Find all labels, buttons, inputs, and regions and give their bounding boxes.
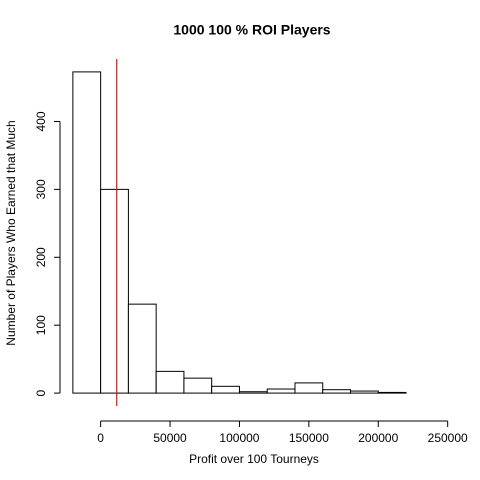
histogram-bar	[322, 389, 352, 394]
histogram-bar	[294, 382, 324, 394]
x-axis-label: Profit over 100 Tourneys	[189, 452, 319, 466]
y-axis-label: Number of Players Who Earned that Much	[4, 120, 18, 345]
x-tick-label: 250000	[428, 431, 468, 445]
y-tick-label: 0	[34, 389, 48, 396]
x-tick-label: 50000	[153, 431, 187, 445]
histogram-bar	[238, 391, 268, 394]
x-tick-label: 100000	[219, 431, 259, 445]
x-tick-label: 200000	[358, 431, 398, 445]
y-tick-label: 200	[34, 247, 48, 267]
histogram-bar	[72, 71, 102, 394]
histogram-bar	[183, 377, 213, 394]
x-tick-label: 0	[97, 431, 104, 445]
x-tick-label: 150000	[289, 431, 329, 445]
histogram-bar	[127, 303, 157, 394]
y-tick-label: 300	[34, 179, 48, 199]
histogram-bar	[266, 388, 296, 394]
chart-title: 1000 100 % ROI Players	[173, 22, 330, 38]
histogram-bar	[211, 385, 240, 394]
y-tick-label: 400	[34, 111, 48, 131]
histogram-bar	[100, 188, 129, 394]
histogram-bar	[350, 390, 379, 394]
y-tick-label: 100	[34, 315, 48, 335]
histogram-bar	[377, 391, 407, 394]
histogram-bar	[155, 370, 185, 394]
